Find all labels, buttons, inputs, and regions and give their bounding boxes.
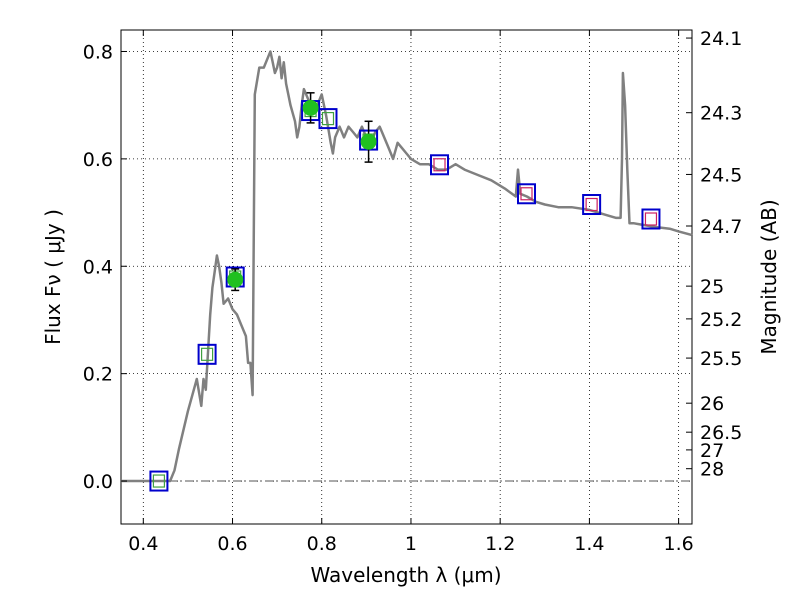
y-tick-label: 0.4 <box>83 256 113 278</box>
observed-point <box>360 133 377 150</box>
plot-frame <box>120 29 693 525</box>
mag-tick-label: 24.1 <box>700 28 742 50</box>
predicted-band-marker <box>318 108 338 130</box>
predicted-band-inner <box>433 158 446 172</box>
x-tick-label: 1.2 <box>485 533 515 555</box>
predicted-band-marker <box>197 343 217 365</box>
x-tick-label: 0.6 <box>217 533 247 555</box>
predicted-band-inner <box>321 111 335 126</box>
predicted-band-inner <box>200 347 214 361</box>
mag-tick-label: 24.5 <box>700 164 742 186</box>
predicted-band-marker <box>149 470 169 492</box>
mag-tick-label: 24.3 <box>700 103 742 125</box>
sed-model-line <box>121 50 693 483</box>
x-tick-label: 1.6 <box>664 533 694 555</box>
observed-point <box>302 99 319 116</box>
mag-tick-label: 25.2 <box>700 309 742 331</box>
y2-axis-label: Magnitude (AB) <box>757 199 781 354</box>
x-tick-label: 1.4 <box>574 533 604 555</box>
mag-tick-label: 24.7 <box>700 216 742 238</box>
predicted-band-marker <box>516 183 536 205</box>
y-axis-label: Flux Fν ( μJy ) <box>41 209 65 345</box>
mag-tick-label: 28 <box>700 459 724 481</box>
mag-tick-label: 26.5 <box>700 422 742 444</box>
predicted-band-marker <box>641 208 661 230</box>
predicted-band-marker <box>430 154 450 176</box>
x-tick-label: 1 <box>405 533 417 555</box>
y-tick-label: 0.8 <box>83 41 113 63</box>
predicted-band-inner <box>585 197 598 212</box>
x-tick-label: 0.8 <box>307 533 337 555</box>
mag-tick-label: 27 <box>700 440 724 462</box>
predicted-band-marker <box>582 194 602 216</box>
x-tick-label: 0.4 <box>128 533 158 555</box>
marker-layer <box>149 92 661 492</box>
observed-point <box>227 271 244 288</box>
grid <box>121 30 692 524</box>
mag-tick-label: 25 <box>700 276 724 298</box>
predicted-band-inner <box>152 474 166 488</box>
ticks: 0.4 0.6 0.8 1 1.2 1.4 1.6 0.0 0.2 0.4 0.6 0.8 24.1 24… <box>83 28 743 555</box>
y-tick-label: 0.2 <box>83 364 113 386</box>
model-layer <box>121 50 693 483</box>
predicted-band-inner <box>644 212 658 226</box>
x-axis-label: Wavelength λ (μm) <box>310 563 501 587</box>
y-tick-label: 0.0 <box>83 471 113 493</box>
predicted-band-inner <box>520 187 533 201</box>
mag-tick-label: 25.5 <box>700 348 742 370</box>
mag-tick-label: 26 <box>700 393 724 415</box>
y-tick-label: 0.6 <box>83 149 113 171</box>
